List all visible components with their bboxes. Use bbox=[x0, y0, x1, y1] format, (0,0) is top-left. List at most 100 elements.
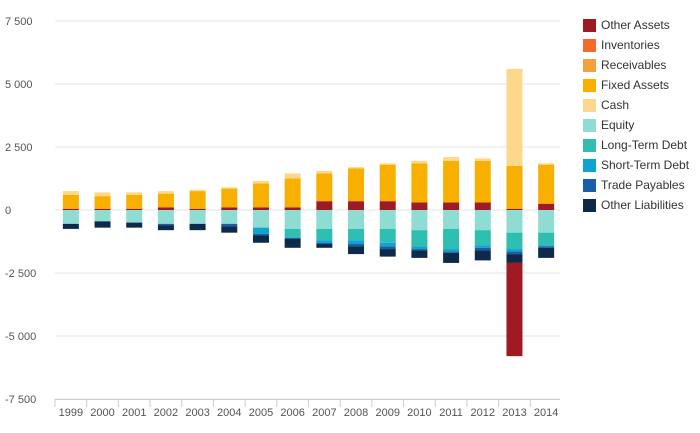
legend-item-other-assets[interactable]: Other Assets bbox=[583, 15, 689, 35]
bar-segment-cash[interactable] bbox=[474, 158, 491, 161]
bar-segment-cash[interactable] bbox=[411, 160, 428, 164]
bar-segment-other-assets[interactable] bbox=[411, 202, 428, 210]
bar-segment-other-liabilities[interactable] bbox=[474, 250, 491, 261]
bar-segment-long-term-debt[interactable] bbox=[474, 230, 491, 246]
bar-segment-equity[interactable] bbox=[126, 210, 143, 223]
bar-segment-other-assets-negative[interactable] bbox=[506, 262, 523, 357]
bar-segment-equity[interactable] bbox=[379, 210, 396, 229]
bar-segment-long-term-debt[interactable] bbox=[538, 232, 555, 246]
bar-segment-equity[interactable] bbox=[474, 210, 491, 231]
bar-segment-cash[interactable] bbox=[316, 170, 333, 174]
bar-segment-equity[interactable] bbox=[94, 210, 111, 222]
bar-segment-other-liabilities[interactable] bbox=[379, 249, 396, 257]
bar-segment-other-liabilities[interactable] bbox=[506, 254, 523, 263]
bar-segment-long-term-debt[interactable] bbox=[348, 228, 365, 241]
bar-segment-long-term-debt[interactable] bbox=[411, 230, 428, 247]
bar-segment-trade-payables[interactable] bbox=[221, 223, 238, 227]
bar-segment-trade-payables[interactable] bbox=[379, 246, 396, 250]
bar-segment-other-assets[interactable] bbox=[284, 207, 301, 210]
bar-segment-other-liabilities[interactable] bbox=[221, 226, 238, 233]
bar-segment-fixed-assets[interactable] bbox=[411, 163, 428, 203]
bar-segment-equity[interactable] bbox=[252, 210, 269, 228]
bar-segment-cash[interactable] bbox=[189, 189, 206, 192]
bar-segment-other-liabilities[interactable] bbox=[411, 250, 428, 258]
bar-segment-other-assets[interactable] bbox=[379, 201, 396, 210]
bar-segment-other-assets[interactable] bbox=[94, 208, 111, 210]
bar-segment-trade-payables[interactable] bbox=[443, 251, 460, 253]
bar-segment-trade-payables[interactable] bbox=[252, 233, 269, 236]
bar-segment-short-term-debt[interactable] bbox=[348, 240, 365, 245]
bar-segment-other-assets[interactable] bbox=[252, 207, 269, 210]
bar-segment-cash[interactable] bbox=[94, 192, 111, 197]
bar-segment-trade-payables[interactable] bbox=[538, 246, 555, 248]
bar-segment-fixed-assets[interactable] bbox=[189, 191, 206, 209]
bar-segment-fixed-assets[interactable] bbox=[443, 160, 460, 203]
legend-item-trade-payables[interactable]: Trade Payables bbox=[583, 175, 689, 195]
bar-segment-equity[interactable] bbox=[189, 210, 206, 224]
bar-segment-equity[interactable] bbox=[284, 210, 301, 229]
legend-item-receivables[interactable]: Receivables bbox=[583, 55, 689, 75]
bar-segment-short-term-debt[interactable] bbox=[379, 242, 396, 247]
legend-item-cash[interactable]: Cash bbox=[583, 95, 689, 115]
bar-segment-fixed-assets[interactable] bbox=[221, 188, 238, 208]
bar-segment-short-term-debt[interactable] bbox=[411, 246, 428, 250]
bar-segment-trade-payables[interactable] bbox=[474, 247, 491, 251]
legend-item-short-term-debt[interactable]: Short-Term Debt bbox=[583, 155, 689, 175]
bar-segment-other-liabilities[interactable] bbox=[348, 246, 365, 255]
bar-segment-long-term-debt[interactable] bbox=[379, 228, 396, 243]
bar-segment-equity[interactable] bbox=[506, 210, 523, 233]
bar-segment-long-term-debt[interactable] bbox=[443, 228, 460, 250]
bar-segment-cash[interactable] bbox=[506, 68, 523, 166]
bar-segment-equity[interactable] bbox=[348, 210, 365, 229]
bar-segment-fixed-assets[interactable] bbox=[62, 194, 79, 209]
bar-segment-equity[interactable] bbox=[157, 210, 174, 224]
bar-segment-equity[interactable] bbox=[62, 210, 79, 224]
bar-segment-long-term-debt[interactable] bbox=[284, 228, 301, 238]
bar-segment-fixed-assets[interactable] bbox=[474, 160, 491, 203]
bar-segment-cash[interactable] bbox=[538, 163, 555, 165]
bar-segment-cash[interactable] bbox=[157, 191, 174, 194]
bar-segment-other-liabilities[interactable] bbox=[538, 247, 555, 258]
bar-segment-short-term-debt[interactable] bbox=[443, 249, 460, 252]
bar-segment-fixed-assets[interactable] bbox=[538, 164, 555, 204]
bar-segment-fixed-assets[interactable] bbox=[157, 193, 174, 208]
bar-segment-fixed-assets[interactable] bbox=[316, 173, 333, 202]
bar-segment-other-assets[interactable] bbox=[316, 201, 333, 210]
bar-segment-other-liabilities[interactable] bbox=[316, 244, 333, 248]
bar-segment-cash[interactable] bbox=[221, 187, 238, 189]
bar-segment-other-liabilities[interactable] bbox=[62, 223, 79, 229]
bar-segment-trade-payables[interactable] bbox=[506, 251, 523, 255]
bar-segment-cash[interactable] bbox=[284, 173, 301, 179]
bar-segment-fixed-assets[interactable] bbox=[506, 165, 523, 209]
bar-segment-fixed-assets[interactable] bbox=[94, 196, 111, 209]
bar-segment-other-liabilities[interactable] bbox=[252, 235, 269, 243]
bar-segment-other-liabilities[interactable] bbox=[126, 222, 143, 228]
bar-segment-fixed-assets[interactable] bbox=[252, 183, 269, 208]
bar-segment-equity[interactable] bbox=[316, 210, 333, 229]
bar-segment-short-term-debt[interactable] bbox=[316, 240, 333, 243]
bar-segment-short-term-debt[interactable] bbox=[474, 245, 491, 248]
bar-segment-other-assets[interactable] bbox=[62, 208, 79, 210]
bar-segment-trade-payables[interactable] bbox=[157, 223, 174, 226]
bar-segment-other-assets[interactable] bbox=[221, 207, 238, 210]
bar-segment-fixed-assets[interactable] bbox=[284, 178, 301, 208]
bar-segment-long-term-debt[interactable] bbox=[506, 232, 523, 250]
bar-segment-other-assets[interactable] bbox=[126, 208, 143, 210]
bar-segment-other-assets[interactable] bbox=[189, 208, 206, 210]
bar-segment-equity[interactable] bbox=[411, 210, 428, 231]
bar-segment-trade-payables[interactable] bbox=[411, 249, 428, 251]
bar-segment-equity[interactable] bbox=[221, 210, 238, 224]
bar-segment-other-assets[interactable] bbox=[506, 208, 523, 210]
legend-item-long-term-debt[interactable]: Long-Term Debt bbox=[583, 135, 689, 155]
legend-item-inventories[interactable]: Inventories bbox=[583, 35, 689, 55]
bar-segment-cash[interactable] bbox=[252, 181, 269, 184]
bar-segment-short-term-debt[interactable] bbox=[538, 245, 555, 247]
bar-segment-equity[interactable] bbox=[443, 210, 460, 229]
bar-segment-other-assets[interactable] bbox=[538, 203, 555, 210]
legend-item-equity[interactable]: Equity bbox=[583, 115, 689, 135]
bar-segment-cash[interactable] bbox=[62, 191, 79, 195]
bar-segment-other-assets[interactable] bbox=[348, 201, 365, 210]
bar-segment-other-liabilities[interactable] bbox=[94, 221, 111, 228]
bar-segment-other-assets[interactable] bbox=[443, 202, 460, 210]
legend-item-fixed-assets[interactable]: Fixed Assets bbox=[583, 75, 689, 95]
